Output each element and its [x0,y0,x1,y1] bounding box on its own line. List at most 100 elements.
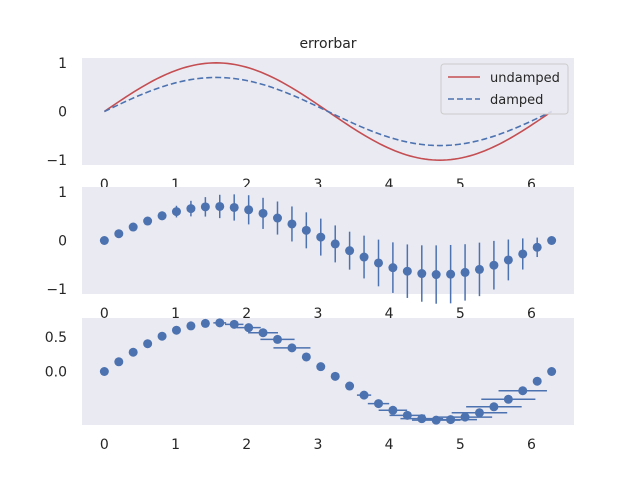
data-point [446,269,456,279]
panel-vertical-errorbar: 0 1 2 3 4 5 6 −1 0 1 [46,185,574,322]
x-tick-label: 1 [171,177,180,193]
data-point [503,255,513,265]
data-point [388,405,398,415]
x-tick-label: 2 [242,437,251,453]
data-point [258,328,268,338]
x-tick-label: 4 [385,437,394,453]
x-tick-label: 1 [171,437,180,453]
legend-label: damped [490,93,543,108]
x-tick-label: 4 [385,306,394,322]
data-point [547,367,557,376]
data-point [402,410,412,420]
y-tick-label: 0.0 [45,365,67,381]
data-point [474,408,484,418]
data-point [374,258,384,268]
x-tick-label: 4 [385,177,394,193]
x-tick-label: 3 [313,306,322,322]
data-point [489,402,499,412]
data-point [114,357,124,367]
axes-background [82,318,574,425]
data-point [474,264,484,274]
data-point [402,266,412,276]
data-point [417,414,427,424]
data-point [460,412,470,422]
data-point [157,331,167,341]
data-point [272,334,282,344]
data-point [200,202,210,212]
panel-horizontal-errorbar: 0 1 2 3 4 5 6 0.0 0.5 [45,318,574,453]
data-point [186,321,196,331]
data-point [171,207,181,217]
x-tick-label: 5 [456,306,465,322]
data-point [244,205,254,215]
data-point [388,263,398,273]
data-point [229,202,239,212]
data-point [171,325,181,335]
data-point [316,362,326,372]
x-tick-label: 1 [171,306,180,322]
data-point [244,323,254,333]
data-point [272,213,282,223]
x-tick-label: 3 [313,177,322,193]
data-point [186,204,196,214]
legend-label: undamped [490,71,560,86]
x-tick-label: 3 [313,437,322,453]
y-tick-label: −1 [46,282,67,298]
data-point [518,386,528,396]
legend: undamped damped [440,63,569,115]
data-point [489,260,499,270]
data-point [460,267,470,277]
data-point [431,270,441,280]
x-tick-label: 5 [456,437,465,453]
data-point [301,352,311,362]
x-tick-label: 6 [527,177,536,193]
panel-undamped-damped: 0 1 2 3 4 5 6 −1 0 1 errorbar undamped damped [46,36,574,193]
y-tick-label: 0 [58,105,67,121]
series-line-damped [104,76,552,147]
y-tick-label: 0 [58,234,67,250]
data-point [287,219,297,229]
data-point [99,367,109,376]
data-point [330,239,340,249]
x-tick-label: 6 [527,437,536,453]
data-point [345,381,355,391]
x-tick-label: 0 [100,177,109,193]
y-tick-label: −1 [46,153,67,169]
chart-title: errorbar [299,36,356,52]
y-tick-label: 1 [58,185,67,201]
data-point [143,339,153,349]
data-point [417,269,427,279]
data-point [215,201,225,211]
x-tick-label: 2 [242,177,251,193]
data-point [157,211,167,221]
data-point [330,371,340,381]
data-point [503,394,513,404]
x-tick-label: 0 [100,437,109,453]
data-point [287,343,297,353]
data-point [532,242,542,252]
data-point [518,249,528,259]
x-tick-label: 2 [242,306,251,322]
data-point [143,216,153,226]
data-point [128,347,138,357]
data-point [359,252,369,262]
data-point [345,246,355,256]
data-point [114,229,124,239]
data-point [99,236,109,245]
data-point [229,319,239,329]
x-tick-label: 0 [100,306,109,322]
data-point [258,208,268,218]
x-tick-label: 5 [456,177,465,193]
data-point [316,232,326,242]
y-tick-label: 1 [58,56,67,72]
x-tick-label: 6 [527,306,536,322]
data-point [200,318,210,328]
data-point [359,390,369,400]
data-point [374,399,384,409]
data-point [128,222,138,232]
y-tick-label: 0.5 [45,330,67,346]
data-point [301,225,311,235]
data-point [215,318,225,328]
data-point [547,236,557,245]
